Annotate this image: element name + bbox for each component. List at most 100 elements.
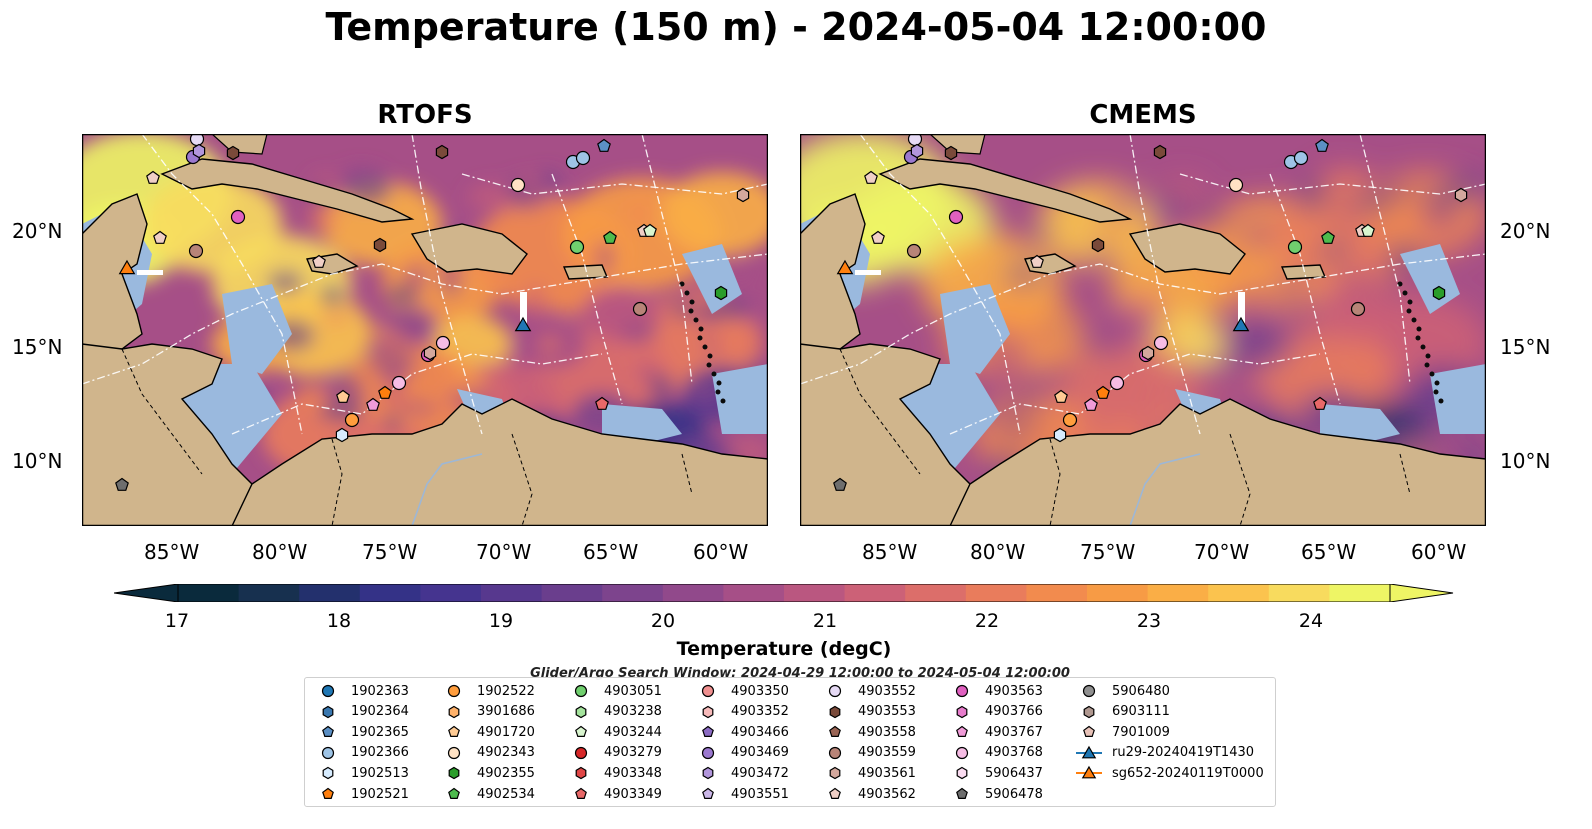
eez-boundary xyxy=(641,134,693,385)
float-marker xyxy=(597,138,611,152)
legend-symbol xyxy=(829,787,841,799)
landmass xyxy=(929,134,986,155)
colorbar-label: Temperature (degC) xyxy=(676,638,892,660)
legend-item: 4903767 xyxy=(949,722,1043,742)
float-marker xyxy=(948,209,964,225)
float-marker xyxy=(714,285,728,301)
hexagon-icon xyxy=(1083,705,1095,718)
legend-item: 4903552 xyxy=(822,681,916,701)
country-border xyxy=(331,438,343,526)
legend-item: 5906480 xyxy=(1076,681,1170,701)
triangle-icon xyxy=(1076,745,1102,759)
pentagon-icon xyxy=(702,787,714,799)
island xyxy=(702,344,708,350)
legend-symbol xyxy=(702,767,714,780)
country-border xyxy=(839,348,921,475)
circle-icon xyxy=(1082,684,1096,698)
legend-label: 5906478 xyxy=(985,786,1043,802)
circle-icon xyxy=(321,746,335,759)
landmass xyxy=(949,398,1486,526)
eez-boundary xyxy=(1129,134,1201,435)
island xyxy=(679,281,685,287)
legend-item: 1902364 xyxy=(315,702,409,722)
pentagon-icon xyxy=(1083,725,1095,738)
colorbar-frame xyxy=(177,584,1391,602)
lon-label-75w-cmems: 75°W xyxy=(1080,540,1136,564)
hexagon-icon xyxy=(829,767,841,780)
glider-marker-sg652 xyxy=(118,259,136,275)
pentagon-icon xyxy=(448,725,460,738)
country-border xyxy=(121,348,203,475)
float-marker xyxy=(1454,187,1468,203)
colorbar-bin xyxy=(238,584,300,602)
float-marker xyxy=(833,477,847,491)
float-marker xyxy=(906,243,922,259)
glider-marker-ru29 xyxy=(514,316,532,332)
circle-icon xyxy=(321,684,335,698)
legend-item: 4903768 xyxy=(949,743,1043,763)
float-marker xyxy=(373,237,387,253)
legend-item: 4903352 xyxy=(695,702,789,722)
hexagon-icon xyxy=(956,705,968,718)
legend-symbol xyxy=(955,746,969,759)
float-marker xyxy=(1315,138,1329,152)
circle-icon xyxy=(828,746,842,759)
legend-item: 1902521 xyxy=(315,784,409,804)
float-marker xyxy=(1321,230,1335,244)
float-marker xyxy=(336,389,350,403)
float-marker xyxy=(188,243,204,259)
float-marker xyxy=(192,143,206,159)
island xyxy=(1402,290,1408,296)
lon-label-80w-cmems: 80°W xyxy=(970,540,1026,564)
triangle-icon xyxy=(1076,766,1102,779)
float-marker xyxy=(1096,385,1110,399)
float-marker xyxy=(312,254,326,268)
float-marker xyxy=(871,230,885,244)
legend-symbol xyxy=(956,725,968,738)
float-marker xyxy=(146,170,160,184)
lon-label-70w-rtofs: 70°W xyxy=(476,540,532,564)
legend-item: 4903553 xyxy=(822,702,916,722)
legend-item: 4903238 xyxy=(568,702,662,722)
legend: 1902363 1902364 1902365 1902366 1902513 19025… xyxy=(304,677,1276,807)
legend-item: 4901720 xyxy=(441,722,535,742)
island xyxy=(689,299,695,305)
island xyxy=(720,398,726,404)
map-frame xyxy=(800,134,1486,526)
legend-item: 4903562 xyxy=(822,784,916,804)
float-marker xyxy=(632,301,648,317)
legend-item: 4903558 xyxy=(822,722,916,742)
legend-label: 5906480 xyxy=(1112,683,1170,699)
landmass xyxy=(410,223,528,275)
float-marker xyxy=(864,170,878,184)
island xyxy=(1438,398,1444,404)
circle-icon xyxy=(701,746,715,759)
continental-shelf xyxy=(222,284,292,374)
country-border xyxy=(511,433,533,526)
colorbar-bin xyxy=(662,584,724,602)
continental-shelf xyxy=(602,404,682,444)
hexagon-icon xyxy=(575,705,587,718)
lon-label-60w-cmems: 60°W xyxy=(1411,540,1467,564)
legend-label: 1902365 xyxy=(351,724,409,740)
legend-label: 4903051 xyxy=(604,683,662,699)
float-marker xyxy=(378,385,392,399)
glider-track xyxy=(1238,292,1245,328)
legend-label: 3901686 xyxy=(477,704,535,720)
float-marker xyxy=(1062,412,1078,428)
eez-boundary xyxy=(231,353,603,435)
legend-label: 1902521 xyxy=(351,786,409,802)
continental-shelf xyxy=(1320,404,1400,444)
legend-item: 5906437 xyxy=(949,763,1043,783)
eez-boundary xyxy=(141,134,303,435)
lon-label-80w-rtofs: 80°W xyxy=(252,540,308,564)
map-panel-rtofs xyxy=(82,134,768,526)
hexagon-icon xyxy=(322,767,334,780)
island xyxy=(1406,308,1412,314)
colorbar-bin xyxy=(299,584,361,602)
legend-symbol xyxy=(447,684,461,698)
island xyxy=(1411,317,1417,323)
float-marker xyxy=(1350,301,1366,317)
legend-label: 4903768 xyxy=(985,745,1043,761)
map-panel-cmems xyxy=(800,134,1486,526)
